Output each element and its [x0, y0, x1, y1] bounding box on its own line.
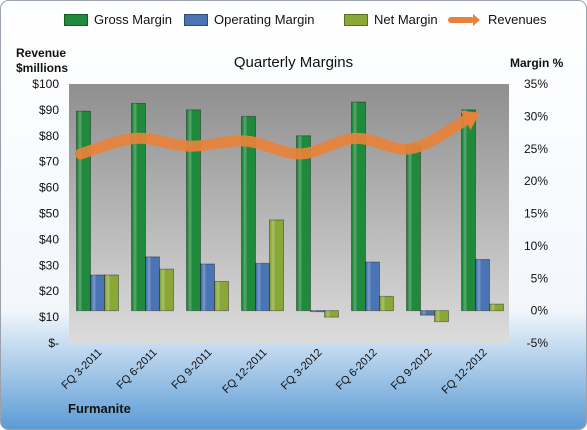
net-margin-bar-highlight — [326, 310, 330, 318]
y-tick-label-right: 35% — [524, 77, 548, 91]
operating-margin-bar-highlight — [477, 259, 481, 311]
y-tick-label-left: $30 — [39, 258, 59, 272]
net-margin-bar — [434, 310, 449, 323]
y-tick-label-right: 30% — [524, 109, 548, 123]
legend-arrow-revenue — [448, 13, 480, 26]
legend-revenues: Revenues — [448, 12, 547, 27]
legend-net-margin: Net Margin — [344, 12, 438, 27]
y-tick-label-right: 0% — [531, 304, 549, 318]
revenue-line — [75, 114, 471, 160]
gross-margin-bar — [76, 110, 91, 312]
gross-margin-bar — [296, 135, 311, 312]
operating-margin-bar-highlight — [147, 256, 151, 311]
y-tick-label-right: 25% — [524, 142, 548, 156]
net-margin-bar-highlight — [106, 275, 110, 311]
gross-margin-bar-highlight — [353, 102, 357, 311]
y-tick-label-left: $100 — [32, 77, 59, 91]
operating-margin-bar — [365, 261, 380, 312]
net-margin-bar-highlight — [491, 304, 495, 311]
net-margin-bar-highlight — [436, 310, 440, 322]
y-tick-label-left: $80 — [39, 129, 59, 143]
operating-margin-bar-highlight — [202, 264, 206, 311]
gross-margin-bar — [131, 102, 146, 312]
legend: Gross Margin Operating Margin Net Margin… — [64, 12, 579, 30]
gross-margin-bar — [461, 109, 476, 312]
y-axis-title-left: Revenue $millions — [16, 46, 69, 75]
net-margin-bar — [379, 295, 394, 312]
y-tick-label-left: $40 — [39, 232, 59, 246]
net-margin-bar — [214, 280, 229, 312]
gross-margin-bar-highlight — [463, 109, 467, 311]
legend-label-net: Net Margin — [374, 12, 438, 27]
net-margin-bar-highlight — [216, 281, 220, 311]
legend-label-revenue: Revenues — [488, 12, 547, 27]
chart-title: Quarterly Margins — [233, 54, 354, 71]
y-tick-label-right: 10% — [524, 239, 548, 253]
operating-margin-bar — [475, 258, 490, 312]
net-margin-bar — [269, 219, 284, 312]
gross-margin-bar — [186, 109, 201, 312]
legend-gross-margin: Gross Margin — [64, 12, 172, 27]
legend-label-operating: Operating Margin — [214, 12, 315, 27]
net-margin-bar-highlight — [271, 219, 275, 311]
revenue-arrowhead — [460, 110, 480, 131]
operating-margin-bar-highlight — [422, 310, 426, 316]
y-tick-label-left: $70 — [39, 155, 59, 169]
net-margin-bar-highlight — [381, 296, 385, 311]
operating-margin-bar-highlight — [312, 310, 316, 312]
y-tick-label-right: -5% — [527, 336, 549, 350]
gross-margin-bar-highlight — [133, 103, 137, 311]
gross-margin-bar-highlight — [408, 145, 412, 311]
y-tick-label-left: $10 — [39, 310, 59, 324]
net-margin-bar — [324, 310, 339, 318]
legend-swatch-operating — [184, 13, 208, 26]
gross-margin-bar-highlight — [243, 116, 247, 311]
y-tick-label-right: 15% — [524, 207, 548, 221]
gross-margin-bar — [241, 115, 256, 312]
operating-margin-bar-highlight — [367, 262, 371, 311]
y-tick-label-left: $- — [48, 336, 59, 350]
legend-label-gross: Gross Margin — [94, 12, 173, 27]
y-tick-label-left: $90 — [39, 103, 59, 117]
y-tick-label-right: 5% — [531, 271, 549, 285]
net-margin-bar — [489, 303, 504, 312]
y-tick-label-left: $50 — [39, 207, 59, 221]
net-margin-bar-highlight — [161, 269, 165, 311]
company-name: Furmanite — [68, 401, 131, 416]
net-margin-bar — [104, 274, 119, 312]
gross-margin-bar — [351, 101, 366, 312]
gross-margin-bar-highlight — [188, 109, 192, 311]
y-tick-label-right: 20% — [524, 174, 548, 188]
y-tick-label-left: $60 — [39, 181, 59, 195]
operating-margin-bar-highlight — [92, 275, 96, 311]
gross-margin-bar-highlight — [78, 111, 82, 311]
gross-margin-bar-highlight — [298, 135, 302, 311]
legend-operating-margin: Operating Margin — [184, 12, 314, 27]
net-margin-bar — [159, 268, 174, 312]
operating-margin-bar-highlight — [257, 263, 261, 311]
legend-swatch-net — [344, 13, 368, 26]
y-tick-label-left: $20 — [39, 284, 59, 298]
y-axis-title-right: Margin % — [510, 56, 564, 70]
legend-swatch-gross — [64, 13, 88, 26]
